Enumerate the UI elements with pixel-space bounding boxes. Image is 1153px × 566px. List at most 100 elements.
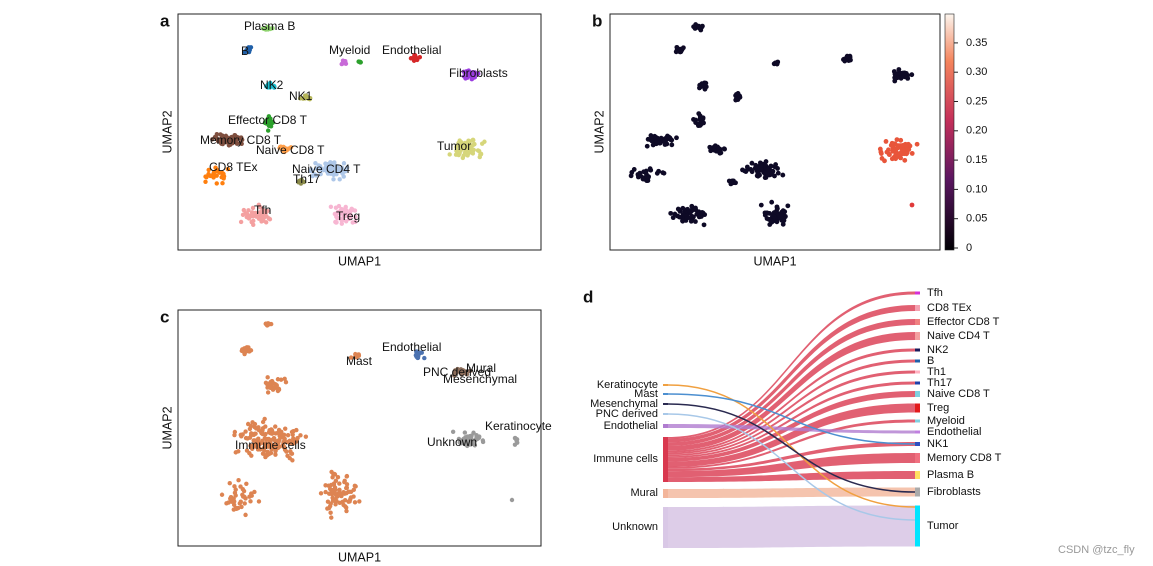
source-node	[663, 384, 668, 386]
cell-point	[284, 449, 289, 454]
colorbar	[944, 13, 955, 251]
cell-point	[902, 157, 908, 163]
cell-point	[233, 493, 238, 498]
target-label: Naive CD4 T	[927, 330, 990, 342]
cell-point	[235, 505, 241, 511]
cell-point	[465, 434, 470, 439]
target-node	[915, 305, 920, 311]
cell-point	[290, 432, 295, 437]
cell-point	[662, 139, 668, 144]
cell-point	[259, 219, 264, 224]
source-label: Mesenchymal	[590, 398, 658, 410]
cell-point	[244, 211, 250, 217]
cell-point	[260, 208, 265, 213]
source-label: Mural	[630, 487, 658, 499]
cluster-label: Myeloid	[329, 43, 370, 57]
cell-point	[210, 137, 215, 142]
cell-point	[251, 218, 256, 224]
cell-point	[450, 429, 456, 434]
target-node	[915, 419, 920, 423]
target-label: NK1	[927, 438, 948, 450]
cell-point	[282, 436, 287, 441]
colorbar-tick-label: 0.05	[966, 213, 987, 225]
cell-point	[344, 508, 349, 514]
source-label: Endothelial	[604, 420, 658, 432]
cell-point	[338, 491, 343, 496]
cell-point	[248, 443, 253, 448]
cell-point	[323, 483, 328, 488]
cell-point	[781, 218, 787, 223]
cell-point	[742, 168, 748, 174]
sankey-flow	[667, 403, 916, 493]
target-label: B	[927, 355, 934, 367]
cell-point	[767, 222, 773, 227]
cell-point	[689, 203, 695, 209]
sankey-flow	[667, 393, 916, 445]
points	[203, 22, 920, 520]
cell-point	[216, 138, 221, 144]
cell-point	[263, 27, 269, 32]
sankey-flows	[663, 291, 920, 548]
cell-point	[220, 172, 226, 177]
cell-point	[242, 50, 248, 55]
source-node	[663, 403, 668, 405]
cell-point	[243, 435, 249, 441]
target-node	[915, 391, 920, 397]
cell-point	[475, 71, 481, 76]
colorbar-tick-label: 0.35	[966, 37, 987, 49]
cell-point	[447, 152, 452, 157]
source-label: Keratinocyte	[597, 379, 658, 391]
panel-letter: b	[592, 11, 602, 30]
cell-point	[470, 142, 476, 148]
cell-point	[333, 492, 338, 497]
target-label: Endothelial	[927, 426, 981, 438]
cell-point	[298, 178, 303, 183]
cell-point	[693, 205, 698, 211]
target-label: Th1	[927, 366, 946, 378]
cluster-label: NK1	[289, 89, 313, 103]
cell-point	[206, 167, 211, 173]
cell-point	[231, 507, 236, 512]
cell-point	[214, 181, 219, 186]
cell-point	[680, 218, 685, 224]
cell-point	[677, 214, 682, 220]
cell-point	[224, 136, 229, 142]
cell-point	[273, 452, 278, 457]
cell-point	[235, 134, 240, 140]
cell-point	[757, 160, 763, 166]
cluster-label: Keratinocyte	[485, 419, 552, 433]
cluster-label: Immune cells	[235, 438, 306, 452]
cell-point	[231, 496, 236, 501]
cell-point	[847, 55, 853, 61]
cell-point	[265, 321, 271, 326]
cell-point	[762, 175, 768, 181]
x-axis-label: UMAP1	[753, 254, 796, 268]
cell-point	[291, 440, 297, 446]
cell-point	[260, 419, 266, 425]
cell-point	[230, 141, 235, 146]
cell-point	[903, 150, 909, 156]
cell-point	[238, 499, 243, 504]
cell-point	[275, 377, 281, 382]
sankey-flow	[668, 391, 915, 462]
cell-point	[248, 348, 254, 353]
sankey-flow	[668, 403, 915, 467]
cell-point	[482, 139, 487, 144]
cell-point	[203, 174, 208, 179]
source-label: PNC derived	[596, 408, 658, 420]
cell-point	[464, 369, 470, 374]
cell-point	[325, 499, 331, 504]
cell-point	[252, 489, 257, 495]
cell-point	[249, 493, 254, 498]
cell-point	[340, 217, 345, 223]
cell-point	[422, 355, 427, 361]
cell-point	[288, 145, 294, 150]
cell-point	[734, 96, 739, 101]
cell-point	[265, 85, 271, 90]
target-label: Fibroblasts	[927, 486, 981, 498]
cell-point	[263, 454, 268, 460]
source-node	[663, 393, 668, 395]
cell-point	[457, 150, 462, 156]
cell-point	[889, 140, 895, 146]
cell-point	[347, 216, 352, 221]
